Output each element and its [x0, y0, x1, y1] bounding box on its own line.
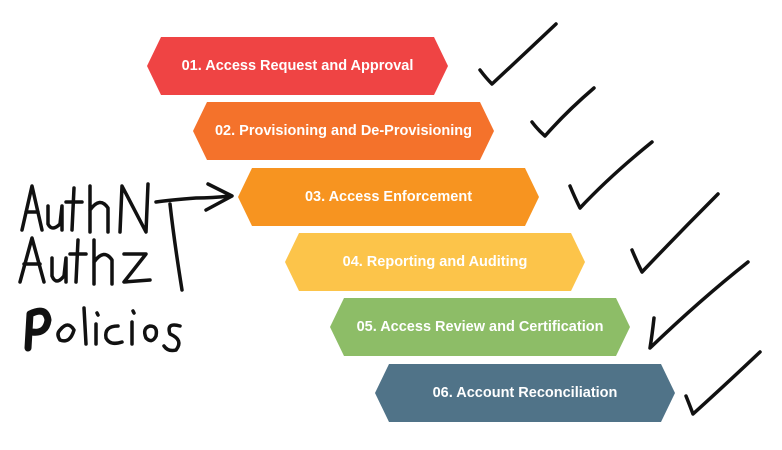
check-mark-icon	[530, 86, 596, 138]
step-3-label: 03. Access Enforcement	[304, 189, 473, 205]
check-mark-icon	[648, 260, 750, 350]
step-4-reporting: 04. Reporting and Auditing	[285, 233, 585, 291]
bracket-line	[168, 202, 184, 292]
check-mark-icon	[630, 192, 720, 274]
check-mark-icon	[684, 350, 762, 416]
step-5-label: 05. Access Review and Certification	[356, 319, 604, 335]
step-2-provisioning: 02. Provisioning and De-Provisioning	[193, 102, 494, 160]
step-2-label: 02. Provisioning and De-Provisioning	[214, 123, 472, 139]
step-1-label: 01. Access Request and Approval	[181, 58, 414, 74]
check-mark-icon	[568, 140, 654, 210]
step-1-access-request: 01. Access Request and Approval	[147, 37, 448, 95]
step-4-label: 04. Reporting and Auditing	[342, 254, 528, 270]
authn-handwriting	[20, 182, 150, 234]
arrow-icon	[154, 182, 234, 212]
authz-handwriting	[18, 236, 152, 286]
check-mark-icon	[478, 22, 558, 86]
step-3-access-enforcement: 03. Access Enforcement	[238, 168, 539, 226]
policies-handwriting	[24, 306, 182, 353]
step-6-label: 06. Account Reconciliation	[432, 385, 618, 401]
step-5-access-review: 05. Access Review and Certification	[330, 298, 630, 356]
step-6-account-reconciliation: 06. Account Reconciliation	[375, 364, 675, 422]
